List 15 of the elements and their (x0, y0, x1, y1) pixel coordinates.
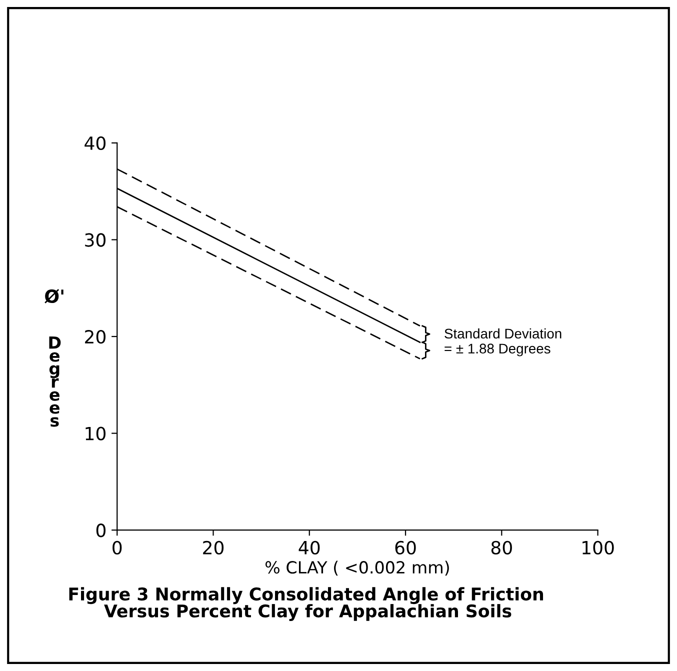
x-tick-label: 40 (298, 540, 320, 554)
x-tick-label: 60 (395, 540, 416, 554)
y-tick-label: 40 (84, 136, 106, 150)
y-tick-label: 30 (85, 233, 106, 247)
x-tick-label: 100 (582, 540, 614, 554)
y-tick-label: 10 (86, 426, 106, 440)
y-tick-label: 20 (85, 330, 106, 344)
y-tick-label: 0 (96, 524, 106, 538)
x-tick-label: 80 (491, 540, 512, 554)
text: Ø' Degrees (44, 288, 64, 427)
text: Figure 3 Normally Consolidated Angle of Friction Versus Percent Clay for Appalachian Soils (69, 587, 544, 621)
x-axis-title: % CLAY ( <0.002 mm) (265, 560, 449, 576)
x-tick-label: 0 (112, 540, 122, 554)
x-tick-label: 20 (203, 540, 224, 554)
annotation: Standard Deviation = ± 1.88 Degrees (444, 328, 562, 356)
